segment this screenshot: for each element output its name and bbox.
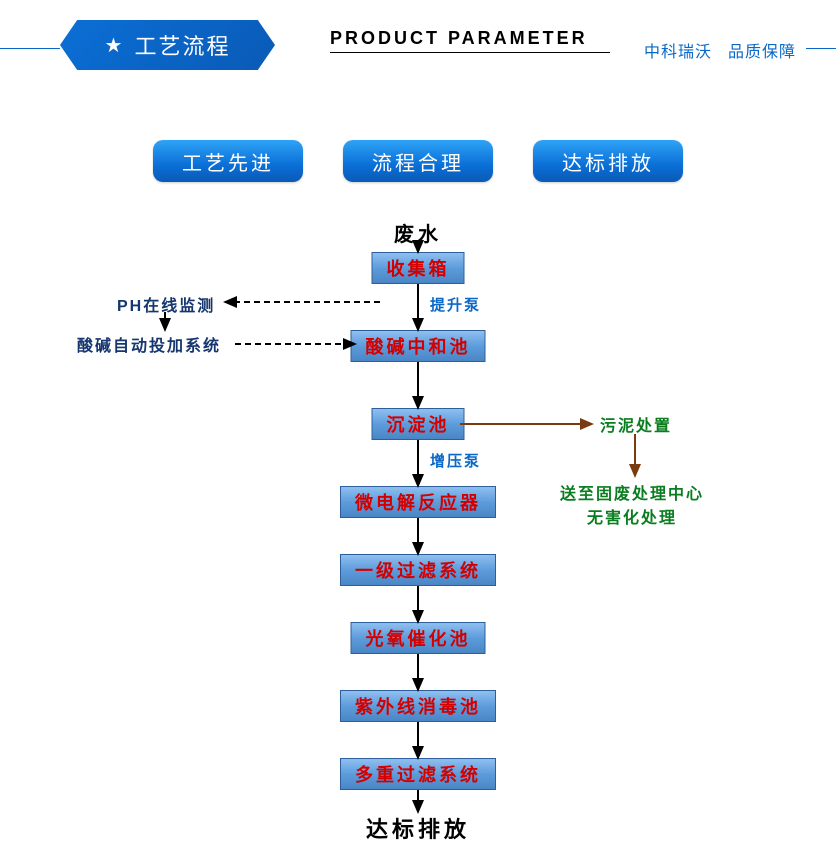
node-multifilter: 多重过滤系统 <box>340 758 496 790</box>
pill-row: 工艺先进 流程合理 达标排放 <box>0 140 836 182</box>
node-neutralize: 酸碱中和池 <box>351 330 486 362</box>
flowchart: 废水 收集箱 酸碱中和池 沉淀池 微电解反应器 一级过滤系统 光氧催化池 紫外线… <box>0 212 836 832</box>
banner: ★ 工艺流程 <box>60 20 275 70</box>
end-label: 达标排放 <box>366 812 470 844</box>
disposal-line2: 无害化处理 <box>560 504 704 528</box>
banner-shape: ★ 工艺流程 <box>60 20 275 70</box>
disposal-line1: 送至固废处理中心 <box>560 480 704 504</box>
star-icon: ★ <box>105 33 125 58</box>
pill-1: 工艺先进 <box>153 140 303 182</box>
edge-label-pump2: 增压泵 <box>430 450 481 471</box>
node-uv: 紫外线消毒池 <box>340 690 496 722</box>
header: ★ 工艺流程 PRODUCT PARAMETER 中科瑞沃品质保障 <box>0 10 836 70</box>
edge-label-pump1: 提升泵 <box>430 294 481 315</box>
pill-3: 达标排放 <box>533 140 683 182</box>
header-rule-right <box>806 48 836 49</box>
dosing-label: 酸碱自动投加系统 <box>77 332 221 356</box>
start-label: 废水 <box>394 218 442 247</box>
sludge-label: 污泥处置 <box>600 412 672 436</box>
header-rule-left <box>0 48 60 49</box>
brand-a: 中科瑞沃 <box>644 44 712 61</box>
node-sediment: 沉淀池 <box>372 408 465 440</box>
node-collect: 收集箱 <box>372 252 465 284</box>
disposal-label: 送至固废处理中心 无害化处理 <box>560 480 704 528</box>
node-electrolysis: 微电解反应器 <box>340 486 496 518</box>
brand: 中科瑞沃品质保障 <box>644 38 796 62</box>
ph-label: PH在线监测 <box>117 292 215 316</box>
node-filter1: 一级过滤系统 <box>340 554 496 586</box>
banner-title: 工艺流程 <box>134 29 230 61</box>
param-underline <box>330 52 610 53</box>
pill-2: 流程合理 <box>343 140 493 182</box>
param-label: PRODUCT PARAMETER <box>330 28 588 49</box>
brand-b: 品质保障 <box>728 44 796 61</box>
node-photo: 光氧催化池 <box>351 622 486 654</box>
